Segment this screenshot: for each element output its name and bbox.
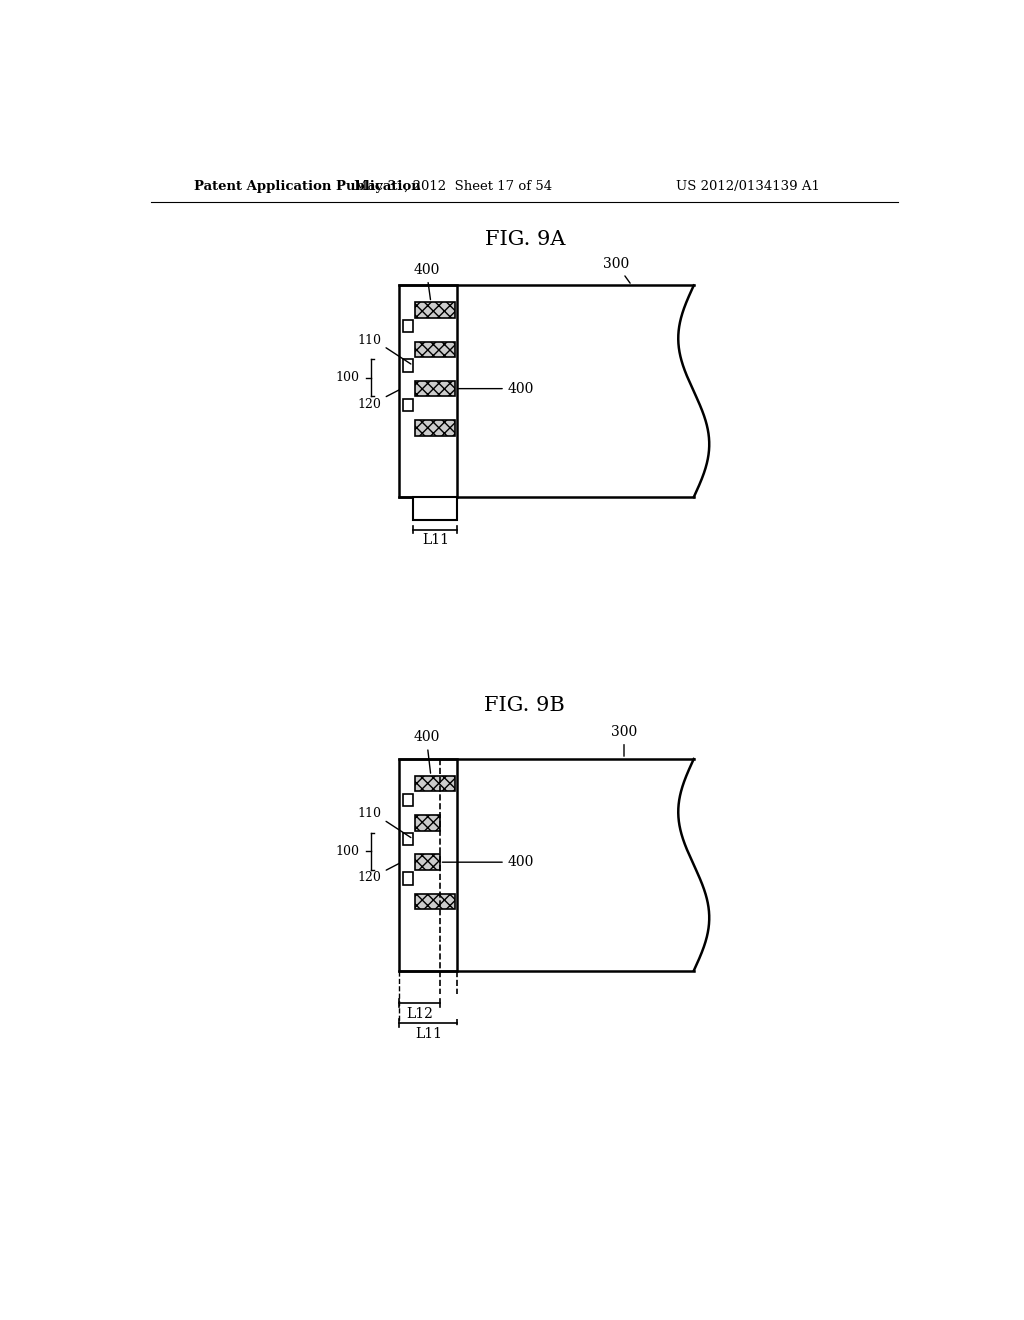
Text: 110: 110 (357, 807, 381, 820)
Text: L11: L11 (415, 1027, 441, 1041)
Bar (415, 381, 455, 396)
Text: 100: 100 (335, 371, 359, 384)
Bar (403, 359, 414, 372)
Bar (414, 498, 458, 520)
Bar (415, 894, 455, 909)
Text: 110: 110 (357, 334, 381, 347)
Bar (403, 321, 414, 333)
Bar (415, 342, 455, 358)
Text: US 2012/0134139 A1: US 2012/0134139 A1 (676, 181, 820, 194)
Bar (415, 854, 439, 870)
Bar (415, 816, 439, 830)
Bar (403, 399, 414, 411)
Bar (399, 759, 458, 970)
Text: Patent Application Publication: Patent Application Publication (194, 181, 421, 194)
Text: May 31, 2012  Sheet 17 of 54: May 31, 2012 Sheet 17 of 54 (354, 181, 553, 194)
Bar (403, 793, 414, 807)
Bar (415, 776, 455, 792)
Bar (415, 420, 455, 436)
Bar (403, 833, 414, 845)
Text: L11: L11 (422, 533, 449, 548)
Text: 120: 120 (357, 871, 381, 884)
Text: 300: 300 (603, 257, 630, 284)
Text: FIG. 9B: FIG. 9B (484, 696, 565, 714)
Text: 300: 300 (611, 725, 637, 756)
Text: 120: 120 (357, 397, 381, 411)
Text: 400: 400 (442, 855, 535, 869)
Text: FIG. 9A: FIG. 9A (484, 230, 565, 248)
Bar (415, 302, 455, 318)
Text: L12: L12 (406, 1007, 433, 1020)
Text: 400: 400 (414, 263, 439, 300)
Text: 100: 100 (335, 845, 359, 858)
Bar (403, 873, 414, 884)
Bar (399, 285, 458, 498)
Text: 400: 400 (414, 730, 439, 774)
Text: 400: 400 (458, 381, 535, 396)
